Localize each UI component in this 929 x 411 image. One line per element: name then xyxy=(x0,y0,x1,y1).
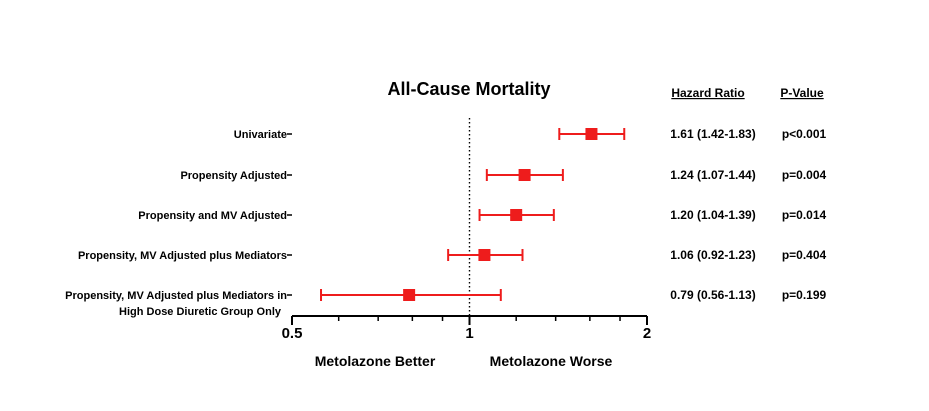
x-label-right: Metolazone Worse xyxy=(490,353,613,369)
hr-marker xyxy=(518,169,531,181)
rows-group: Univariate 1.61 (1.42-1.83) p<0.001 Propens… xyxy=(65,127,826,318)
forest-row: Propensity, MV Adjusted plus Mediators 1.… xyxy=(78,248,827,262)
forest-row: Univariate 1.61 (1.42-1.83) p<0.001 xyxy=(234,127,827,141)
p-value: p=0.404 xyxy=(782,248,827,262)
forest-row: Propensity, MV Adjusted plus Mediators i… xyxy=(65,288,826,318)
p-value: p=0.199 xyxy=(782,288,827,302)
chart-title: All-Cause Mortality xyxy=(387,79,550,99)
hazard-ratio-value: 0.79 (0.56-1.13) xyxy=(670,288,755,302)
hazard-ratio-header: Hazard Ratio xyxy=(671,86,744,100)
row-label: Univariate xyxy=(234,129,287,141)
hazard-ratio-value: 1.20 (1.04-1.39) xyxy=(670,208,755,222)
forest-row: Propensity and MV Adjusted 1.20 (1.04-1.3… xyxy=(138,208,826,222)
x-tick-label: 2 xyxy=(643,325,651,342)
x-label-left: Metolazone Better xyxy=(315,353,436,369)
p-value-header: P-Value xyxy=(780,86,824,100)
p-value: p=0.014 xyxy=(782,208,827,222)
hr-marker xyxy=(478,249,491,261)
hazard-ratio-value: 1.24 (1.07-1.44) xyxy=(670,168,755,182)
hr-marker xyxy=(585,128,598,140)
row-label: Propensity, MV Adjusted plus Mediators xyxy=(78,250,287,262)
x-axis: 0.5 1 2 xyxy=(282,315,651,342)
row-label: Propensity and MV Adjusted xyxy=(138,210,287,222)
p-value: p<0.001 xyxy=(782,127,827,141)
row-label: Propensity, MV Adjusted plus Mediators i… xyxy=(65,290,287,302)
hr-marker xyxy=(403,289,416,301)
hazard-ratio-value: 1.61 (1.42-1.83) xyxy=(670,127,755,141)
row-label: Propensity Adjusted xyxy=(180,170,287,182)
row-label: High Dose Diuretic Group Only xyxy=(119,306,282,318)
hr-marker xyxy=(510,209,523,221)
x-tick-label: 1 xyxy=(465,325,473,342)
x-tick-label: 0.5 xyxy=(282,325,303,342)
p-value: p=0.004 xyxy=(782,168,827,182)
forest-row: Propensity Adjusted 1.24 (1.07-1.44) p=0.0… xyxy=(180,168,826,182)
hazard-ratio-value: 1.06 (0.92-1.23) xyxy=(670,248,755,262)
